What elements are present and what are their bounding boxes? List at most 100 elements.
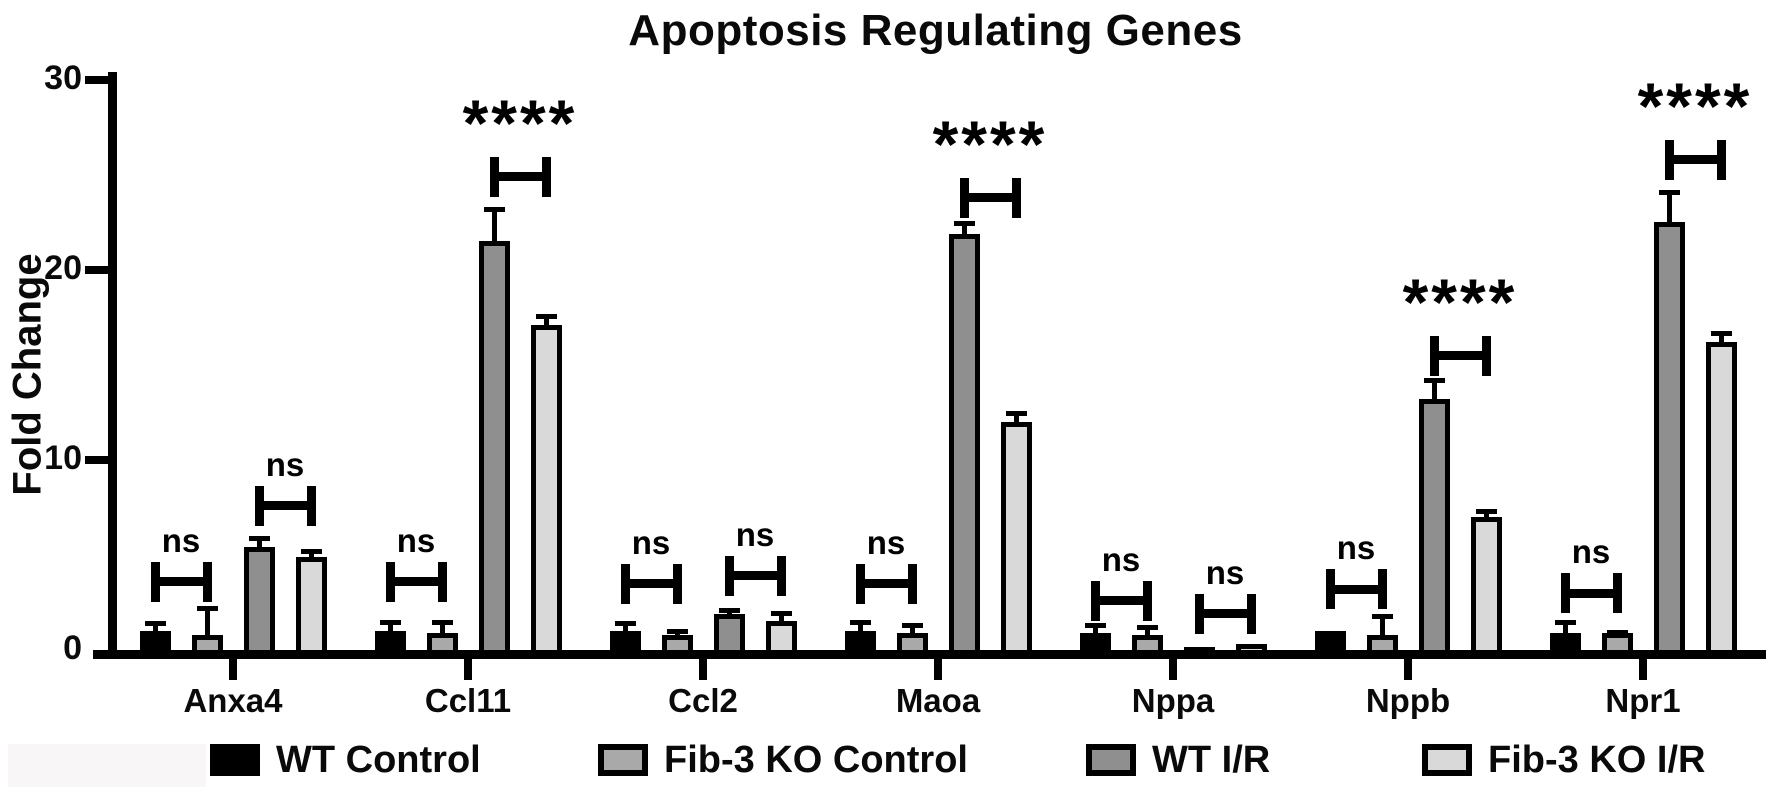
error-bar: [857, 620, 863, 631]
legend-swatch-fib-3-ko-i-r: [1422, 744, 1472, 776]
bar-fib-3-ko-i-r-maoa: [1000, 422, 1032, 650]
gene-tick-mark: [229, 659, 237, 680]
error-bar-cap: [1005, 411, 1027, 416]
error-bar-cap: [1371, 614, 1393, 619]
significance-bracket-bar: [1090, 596, 1152, 606]
gene-label-ccl2: Ccl2: [668, 682, 738, 719]
gene-label-nppb: Nppb: [1365, 682, 1451, 719]
legend-item-wt-i-r: WT I/R: [1086, 738, 1270, 782]
error-bar-cap: [1658, 190, 1680, 195]
y-tick-label: 20: [44, 249, 82, 287]
significance-label: ns: [161, 521, 201, 559]
error-bar: [256, 536, 262, 547]
legend-swatch-fib-3-ko-control: [598, 744, 648, 776]
gene-label-npr1: Npr1: [1605, 682, 1681, 719]
gene-tick-mark: [934, 659, 942, 680]
error-bar-cap: [431, 620, 453, 625]
legend-label: WT Control: [276, 738, 481, 781]
error-bar-cap: [849, 620, 871, 625]
y-tick-mark: [85, 76, 108, 84]
error-bar-cap: [718, 608, 740, 613]
significance-label: ns: [1336, 529, 1376, 567]
error-bar: [439, 620, 445, 633]
legend-label: WT I/R: [1152, 738, 1271, 781]
error-bar: [778, 611, 784, 621]
error-bar-cap: [666, 629, 688, 634]
error-bar: [961, 221, 967, 234]
error-bar-cap: [196, 606, 218, 611]
significance-bracket-bar: [1429, 351, 1491, 360]
bar-wt-control-nppa: [1079, 633, 1111, 650]
gene-label-maoa: Maoa: [895, 682, 981, 719]
significance-bracket-bar: [150, 577, 212, 587]
significance-bracket-bar: [1560, 588, 1622, 598]
bar-wt-control-ccl2: [609, 631, 641, 650]
significance-label: ****: [1637, 68, 1753, 143]
significance-label: ns: [1101, 540, 1141, 578]
significance-bracket-bar: [385, 577, 447, 587]
bar-wt-control-anxa4: [139, 631, 171, 650]
significance-label: ns: [396, 521, 436, 559]
error-bar-cap: [1710, 331, 1732, 336]
significance-label: ns: [1205, 553, 1245, 591]
bar-wt-control-ccl11: [374, 631, 406, 650]
chart-title: Apoptosis Regulating Genes: [628, 6, 1243, 55]
error-bar-cap: [1084, 623, 1106, 628]
error-bar: [1144, 625, 1150, 635]
significance-bracket-bar: [1194, 609, 1256, 619]
bar-wt-i-r-nppb: [1418, 399, 1450, 650]
y-tick-label: 30: [44, 59, 82, 97]
bar-fib-3-ko-i-r-nppb: [1470, 517, 1502, 650]
bar-wt-i-r-npr1: [1653, 222, 1685, 650]
error-bar: [491, 207, 497, 241]
error-bar-cap: [535, 314, 557, 319]
error-bar: [387, 620, 393, 631]
error-bar-cap: [770, 611, 792, 616]
gene-label-nppa: Nppa: [1131, 682, 1215, 719]
bar-fib-3-ko-control-nppb: [1366, 635, 1398, 650]
legend-swatch-wt-control: [210, 744, 260, 776]
bar-wt-control-maoa: [844, 631, 876, 650]
error-bar-cap: [953, 221, 975, 226]
error-bar: [1562, 620, 1568, 633]
bar-wt-i-r-nppa: [1183, 647, 1215, 652]
error-bar: [152, 621, 158, 631]
significance-label: ns: [265, 445, 305, 483]
gene-label-anxa4: Anxa4: [183, 682, 283, 719]
gene-tick-mark: [1169, 659, 1177, 680]
error-bar-cap: [300, 549, 322, 554]
bar-fib-3-ko-i-r-anxa4: [295, 557, 327, 650]
gene-tick-mark: [1404, 659, 1412, 680]
y-tick-label: 10: [44, 439, 82, 477]
gene-tick-mark: [464, 659, 472, 680]
error-bar-cap: [614, 621, 636, 626]
bar-fib-3-ko-control-npr1: [1601, 633, 1633, 650]
error-bar-cap: [1606, 630, 1628, 635]
x-axis: [93, 650, 1766, 659]
bar-wt-i-r-anxa4: [243, 547, 275, 650]
legend-item-wt-control: WT Control: [210, 738, 481, 782]
error-bar-cap: [379, 620, 401, 625]
bar-fib-3-ko-control-maoa: [896, 633, 928, 650]
error-bar-cap: [1423, 378, 1445, 383]
error-bar: [543, 314, 549, 325]
bar-fib-3-ko-i-r-nppa: [1235, 644, 1267, 650]
y-axis: [108, 72, 117, 659]
legend-item-fib-3-ko-i-r: Fib-3 KO I/R: [1422, 738, 1705, 782]
significance-bracket-bar: [1664, 155, 1726, 165]
error-bar-cap: [1554, 620, 1576, 625]
legend-label: Fib-3 KO Control: [664, 738, 968, 781]
bar-wt-control-nppb: [1314, 631, 1346, 650]
bar-fib-3-ko-control-nppa: [1131, 635, 1163, 650]
bar-fib-3-ko-control-ccl2: [661, 635, 693, 650]
significance-bracket-bar: [855, 579, 917, 588]
y-tick-label: 0: [63, 629, 82, 667]
error-bar-cap: [144, 621, 166, 626]
bar-fib-3-ko-control-ccl11: [426, 633, 458, 650]
bar-wt-control-npr1: [1549, 633, 1581, 650]
error-bar-cap: [248, 536, 270, 541]
bar-fib-3-ko-i-r-ccl2: [765, 621, 797, 650]
gene-tick-mark: [1639, 659, 1647, 680]
significance-label: ns: [866, 523, 906, 561]
error-bar: [1013, 411, 1019, 422]
